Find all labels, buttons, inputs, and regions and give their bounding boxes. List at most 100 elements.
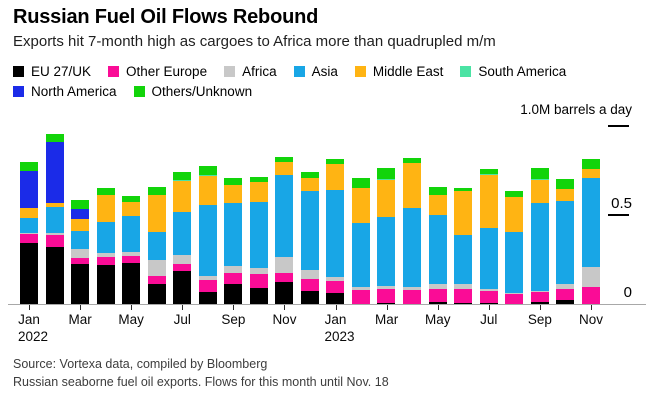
x-tick-label: Jan: [18, 312, 40, 327]
x-tick-label: Jan: [324, 312, 347, 327]
bar-segment-eu-27-uk: [454, 303, 473, 304]
bar-segment-middle-east: [479, 175, 498, 228]
bar-segment-asia: [71, 231, 90, 249]
x-tick: [233, 305, 235, 310]
bar-segment-other-europe: [377, 289, 396, 303]
legend-item: Others/Unknown: [133, 83, 253, 99]
x-tick-label: Sep: [527, 312, 552, 327]
bar-segment-eu-27-uk: [300, 291, 319, 304]
bar-segment-africa: [249, 268, 268, 274]
bar-segment-africa: [147, 260, 166, 276]
legend-label: EU 27/UK: [31, 63, 92, 79]
x-tick-label: Jul: [173, 312, 191, 327]
bar-segment-middle-east: [147, 195, 166, 232]
bar-segment-africa: [556, 284, 575, 289]
bar-oct-2022: [249, 177, 268, 304]
legend-swatch-icon: [354, 65, 366, 77]
bar-segment-others-unknown: [479, 169, 498, 174]
bar-segment-asia: [198, 205, 217, 276]
bar-dec-2022: [300, 172, 319, 304]
bar-segment-asia: [20, 218, 38, 233]
x-axis-line: [8, 304, 646, 305]
legend-item: South America: [460, 64, 566, 79]
bar-segment-asia: [173, 212, 192, 255]
bar-segment-middle-east: [556, 189, 575, 201]
bar-segment-asia: [556, 201, 575, 284]
bar-segment-other-europe: [122, 256, 141, 263]
bar-segment-africa: [71, 249, 90, 258]
bar-segment-asia: [479, 228, 498, 289]
bar-segment-other-europe: [20, 234, 38, 243]
bar-segment-middle-east: [351, 188, 370, 223]
bar-segment-other-europe: [505, 294, 524, 304]
bar-segment-middle-east: [581, 169, 600, 178]
legend-swatch-icon: [460, 65, 472, 77]
bar-segment-middle-east: [20, 208, 38, 218]
bar-segment-others-unknown: [20, 162, 38, 171]
bar-segment-africa: [224, 266, 243, 273]
bar-segment-africa: [505, 293, 524, 294]
bar-segment-middle-east: [71, 219, 90, 231]
bar-segment-others-unknown: [326, 159, 345, 164]
bar-segment-middle-east: [428, 195, 447, 215]
x-tick: [335, 305, 337, 310]
y-axis-unit-label: 1.0M barrels a day: [520, 102, 632, 117]
x-tick: [182, 305, 184, 310]
x-tick: [284, 305, 286, 310]
legend-label: Middle East: [372, 63, 444, 79]
bar-segment-middle-east: [300, 178, 319, 191]
bar-segment-asia: [428, 215, 447, 284]
bar-segment-others-unknown: [377, 168, 396, 179]
x-tick-year-label: 2023: [324, 329, 355, 344]
bar-sep-2023: [530, 168, 549, 304]
bar-segment-other-europe: [402, 290, 421, 304]
bar-segment-others-unknown: [96, 188, 115, 195]
bar-segment-others-unknown: [428, 187, 447, 195]
bar-segment-other-europe: [300, 279, 319, 291]
bar-segment-africa: [581, 267, 600, 287]
bar-segment-asia: [581, 178, 600, 267]
x-tick-label: Jul: [480, 312, 498, 327]
bar-segment-middle-east: [173, 181, 192, 212]
bar-segment-eu-27-uk: [147, 284, 166, 304]
bar-oct-2023: [556, 179, 575, 304]
bar-may-2023: [428, 187, 447, 304]
bar-segment-north-america: [20, 171, 38, 208]
bar-segment-asia: [377, 217, 396, 286]
bar-segment-asia: [45, 207, 64, 233]
bar-segment-africa: [351, 287, 370, 290]
bar-segment-eu-27-uk: [249, 288, 268, 304]
legend-label: Others/Unknown: [151, 83, 253, 99]
bar-segment-other-europe: [428, 289, 447, 302]
legend-row: North America Others/Unknown: [13, 81, 583, 101]
legend-item: North America: [13, 84, 117, 99]
plot-area: [20, 120, 600, 304]
bar-aug-2023: [505, 191, 524, 304]
legend-label: Other Europe: [126, 63, 208, 79]
bar-segment-eu-27-uk: [479, 303, 498, 304]
bar-segment-africa: [122, 252, 141, 256]
bar-segment-middle-east: [530, 180, 549, 203]
bar-segment-south-america: [479, 174, 498, 175]
bar-segment-others-unknown: [556, 179, 575, 189]
bar-segment-south-america: [377, 179, 396, 180]
bar-segment-middle-east: [45, 203, 64, 207]
bar-jul-2023: [479, 169, 498, 304]
bar-segment-other-europe: [351, 290, 370, 304]
bar-segment-middle-east: [275, 162, 294, 175]
bar-segment-others-unknown: [581, 159, 600, 169]
x-tick-label: Mar: [375, 312, 399, 327]
legend-label: Africa: [242, 63, 277, 79]
bar-segment-eu-27-uk: [530, 302, 549, 304]
bar-segment-middle-east: [402, 163, 421, 208]
bar-segment-asia: [402, 208, 421, 287]
bar-segment-others-unknown: [249, 177, 268, 182]
bar-segment-south-america: [173, 180, 192, 181]
bar-segment-asia: [122, 216, 141, 252]
bar-segment-asia: [147, 232, 166, 260]
bar-segment-eu-27-uk: [96, 265, 115, 304]
bar-segment-eu-27-uk: [326, 293, 345, 304]
bar-segment-other-europe: [275, 273, 294, 282]
bar-segment-africa: [479, 289, 498, 291]
bar-mar-2023: [377, 168, 396, 304]
